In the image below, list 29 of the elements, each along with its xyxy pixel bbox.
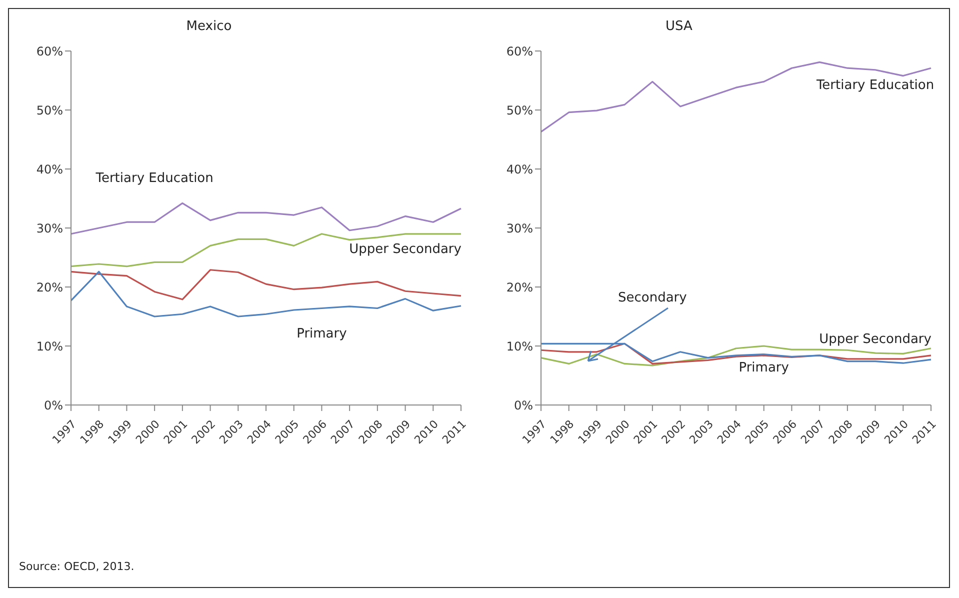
y-tick-label: 40%: [506, 162, 533, 176]
y-tick-label: 60%: [506, 44, 533, 58]
text: Secondary: [618, 290, 688, 306]
series-label: Primary: [296, 326, 348, 342]
y-tick-label: 20%: [36, 280, 63, 294]
y-tick-label: 60%: [36, 44, 63, 58]
chart-title: USA: [664, 19, 694, 34]
y-tick-label: 0%: [44, 398, 63, 412]
line-series: [70, 202, 462, 235]
y-tick-label: 50%: [506, 103, 533, 118]
y-tick-label: 0%: [514, 398, 533, 412]
series-label: Primary: [738, 360, 790, 376]
source-note: Source: OECD, 2013.: [19, 560, 134, 573]
line-series: [540, 61, 932, 133]
series-label: Upper Secondary: [819, 332, 932, 348]
y-tick-label: 10%: [36, 339, 63, 354]
y-tick-label: 20%: [506, 280, 533, 294]
line-series: [70, 270, 462, 318]
y-tick-label: 40%: [36, 162, 63, 176]
series-label: Tertiary Education: [815, 78, 934, 94]
line-series: [70, 233, 462, 268]
text: Tertiary Education: [94, 171, 214, 186]
y-tick-label: 10%: [506, 339, 533, 354]
y-tick-label: 50%: [36, 103, 63, 118]
y-tick-label: 30%: [36, 221, 63, 236]
y-tick-label: 30%: [506, 221, 533, 236]
series-label: Upper Secondary: [349, 242, 462, 258]
line-series: [70, 269, 462, 300]
chart-title: Mexico: [185, 19, 233, 34]
